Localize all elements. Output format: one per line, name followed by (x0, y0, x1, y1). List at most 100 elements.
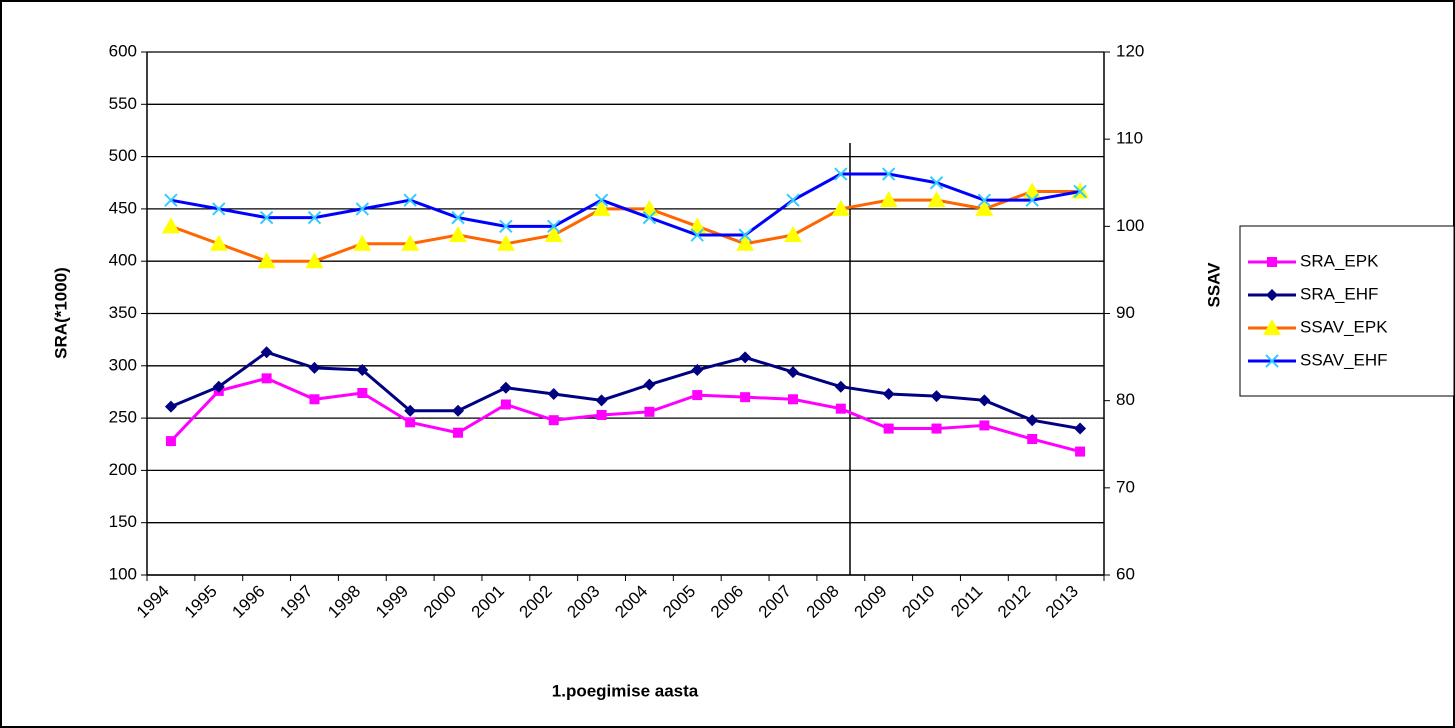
marker (548, 415, 559, 426)
series-line (170, 350, 1081, 431)
marker (978, 394, 991, 407)
marker (357, 387, 368, 398)
y-tick-label: 100 (109, 564, 137, 583)
marker (261, 373, 272, 384)
legend-box (1239, 225, 1455, 397)
legend-label: SSAV_EPK (1300, 317, 1388, 336)
marker (738, 228, 752, 242)
marker (451, 210, 465, 225)
y-tick-label: 550 (109, 94, 137, 113)
marker (642, 210, 657, 225)
y-tick-label: 500 (109, 146, 137, 165)
marker (739, 351, 752, 364)
legend-marker (1265, 354, 1279, 368)
legend-marker (1267, 257, 1277, 267)
legend-marker (1263, 319, 1281, 335)
legend-label: SSAV_EHF (1300, 350, 1388, 369)
marker (209, 234, 228, 251)
marker (740, 392, 751, 403)
marker (1026, 414, 1039, 427)
marker (736, 234, 755, 251)
marker (544, 226, 563, 243)
y-tick-label: 300 (109, 355, 137, 374)
marker (1074, 422, 1087, 435)
y2-tick-label: 100 (1116, 216, 1144, 235)
y-tick-label: 200 (109, 460, 137, 479)
y2-tick-label: 80 (1116, 390, 1135, 409)
marker (212, 202, 226, 216)
marker (882, 388, 895, 401)
marker (353, 234, 372, 251)
legend-label: SRA_EPK (1300, 251, 1379, 270)
marker (691, 363, 704, 376)
marker (596, 409, 607, 420)
marker (931, 423, 942, 434)
marker (257, 252, 276, 269)
legend-label: SRA_EHF (1300, 284, 1378, 303)
y-tick-label: 250 (109, 408, 137, 427)
marker (452, 404, 465, 417)
marker (307, 210, 322, 225)
y2-tick-label: 120 (1116, 41, 1144, 60)
y-tick-label: 450 (109, 198, 137, 217)
marker (1073, 184, 1087, 199)
y-tick-label: 400 (109, 251, 137, 270)
marker (883, 423, 894, 434)
legend-marker (1266, 289, 1278, 301)
marker (1025, 193, 1039, 207)
marker (403, 193, 417, 207)
marker (692, 390, 703, 401)
y2-tick-label: 70 (1116, 477, 1135, 496)
marker (305, 252, 324, 269)
marker (356, 363, 369, 376)
marker (930, 390, 943, 403)
marker (879, 191, 898, 208)
marker (453, 427, 464, 438)
series-line (169, 376, 1081, 454)
y2-tick-label: 90 (1116, 303, 1135, 322)
marker (690, 228, 704, 242)
marker (499, 381, 512, 394)
y-tick-label: 600 (109, 41, 137, 60)
marker (595, 394, 608, 407)
marker (164, 193, 178, 207)
marker (975, 199, 994, 216)
marker (309, 394, 320, 405)
y-axis-title: SRA(*1000) (51, 267, 70, 359)
marker (405, 417, 416, 428)
y2-tick-label: 110 (1116, 129, 1143, 148)
marker (212, 380, 225, 393)
marker (831, 199, 850, 216)
marker (927, 191, 946, 208)
y-tick-label: 150 (109, 512, 137, 531)
marker (977, 193, 992, 207)
marker (547, 219, 561, 234)
marker (404, 404, 417, 417)
marker (449, 226, 468, 243)
marker (783, 226, 802, 243)
y2-axis-title: SSAV (1204, 262, 1223, 308)
marker (835, 403, 846, 414)
marker (979, 420, 990, 431)
marker (500, 399, 511, 410)
marker (260, 346, 273, 359)
y-tick-label: 350 (109, 303, 137, 322)
marker (401, 234, 420, 251)
marker (881, 167, 896, 181)
marker (161, 217, 180, 234)
marker (308, 361, 321, 374)
marker (644, 406, 655, 417)
marker (547, 388, 560, 401)
marker (165, 436, 176, 447)
marker (786, 193, 800, 207)
marker (786, 366, 799, 379)
marker (592, 199, 611, 216)
marker (1075, 446, 1086, 457)
marker (643, 378, 656, 391)
marker (834, 167, 848, 181)
marker (499, 219, 513, 234)
series-line (170, 172, 1081, 237)
marker (496, 234, 515, 251)
marker (259, 210, 274, 225)
